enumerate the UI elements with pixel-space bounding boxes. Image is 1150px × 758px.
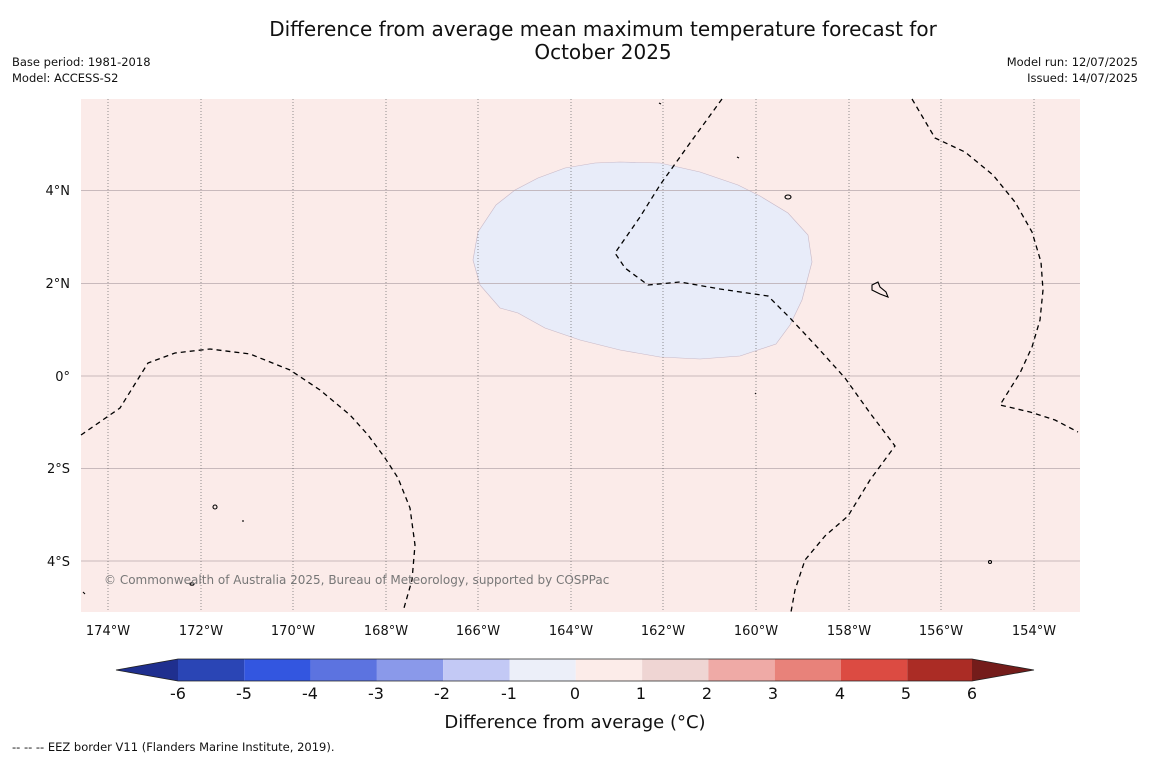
lon-label-168w: 168°W (364, 624, 408, 639)
colorbar-tick: -1 (501, 684, 517, 703)
island-2 (871, 281, 889, 298)
eez-border-east (911, 98, 1079, 433)
title-line-1: Difference from average mean maximum tem… (269, 17, 937, 41)
eez-border-west (80, 348, 416, 609)
colorbar: -6 -5 -4 -3 -2 -1 0 1 2 3 4 5 6 Differen… (115, 658, 1035, 733)
colorbar-tick: 0 (570, 684, 580, 703)
longitude-labels: 174°W 172°W 170°W 168°W 166°W 164°W 162°… (86, 624, 1056, 639)
colorbar-label: Difference from average (°C) (444, 712, 705, 733)
lon-label-164w: 164°W (549, 624, 593, 639)
island-10 (82, 591, 86, 595)
island-5 (987, 559, 993, 565)
lon-label-162w: 162°W (641, 624, 685, 639)
eez-border-central (614, 98, 896, 613)
map-title: Difference from average mean maximum tem… (0, 18, 1150, 64)
colorbar-segment (774, 659, 841, 681)
colorbar-tick: 1 (636, 684, 646, 703)
latitude-gridlines (81, 190, 1080, 562)
issued-date: Issued: 14/07/2025 (1027, 70, 1138, 85)
island-9 (754, 392, 757, 395)
island-7 (736, 156, 740, 159)
lat-label-4n: 4°N (46, 184, 71, 199)
colorbar-segment (907, 659, 972, 681)
island-3 (212, 504, 218, 510)
island-4 (189, 582, 195, 586)
eez-legend-note: -- -- -- EEZ border V11 (Flanders Marine… (12, 740, 335, 754)
lon-label-170w: 170°W (271, 624, 315, 639)
colorbar-segment (575, 659, 643, 681)
colorbar-max-arrow (972, 659, 1034, 681)
lon-label-174w: 174°W (86, 624, 130, 639)
lon-label-156w: 156°W (919, 624, 963, 639)
latitude-labels: 4°N 2°N 0° 2°S 4°S (46, 184, 71, 570)
lon-label-160w: 160°W (734, 624, 778, 639)
colorbar-tick: 5 (901, 684, 911, 703)
colorbar-outline (115, 658, 1035, 682)
colorbar-segment (376, 659, 444, 681)
colorbar-segment (509, 659, 576, 681)
colorbar-tick: -5 (236, 684, 252, 703)
map-panel: © Commonwealth of Australia 2025, Bureau… (80, 98, 1080, 613)
lat-label-2n: 2°N (46, 277, 71, 292)
colorbar-segment (443, 659, 510, 681)
colorbar-tick: 4 (835, 684, 845, 703)
base-period: Base period: 1981-2018 (12, 55, 151, 69)
meta-left: Base period: 1981-2018 Model: ACCESS-S2 (12, 55, 151, 86)
lat-label-2s: 2°S (47, 462, 70, 477)
eez-borders (80, 98, 1079, 613)
lat-label-0: 0° (55, 370, 70, 385)
model-run: Model run: 12/07/2025 (1006, 55, 1138, 69)
colorbar-tick: 3 (768, 684, 778, 703)
colorbar-tick: 2 (702, 684, 712, 703)
colorbar-segment (244, 659, 311, 681)
islands (82, 102, 993, 595)
colorbar-segment (708, 659, 775, 681)
colorbar-tick: -2 (434, 684, 450, 703)
colorbar-tick: 6 (967, 684, 977, 703)
lon-label-158w: 158°W (827, 624, 871, 639)
colorbar-min-arrow (116, 659, 178, 681)
colorbar-segment (310, 659, 377, 681)
model-name: Model: ACCESS-S2 (12, 70, 119, 85)
title-line-2: October 2025 (534, 40, 672, 64)
lon-label-166w: 166°W (456, 624, 500, 639)
colorbar-ticks: -6 -5 -4 -3 -2 -1 0 1 2 3 4 5 6 (170, 684, 977, 703)
lat-label-4s: 4°S (47, 555, 70, 570)
lon-label-172w: 172°W (179, 624, 223, 639)
colorbar-tick: -6 (170, 684, 186, 703)
island-1 (784, 194, 792, 200)
anomaly-patch (472, 161, 813, 360)
colorbar-segment (841, 659, 908, 681)
colorbar-segment (178, 659, 245, 681)
colorbar-tick: -3 (368, 684, 384, 703)
colorbar-tick: -4 (302, 684, 318, 703)
meta-right: Model run: 12/07/2025 Issued: 14/07/2025 (1007, 55, 1138, 86)
lon-label-154w: 154°W (1012, 624, 1056, 639)
colorbar-segment (642, 659, 709, 681)
copyright-text: © Commonwealth of Australia 2025, Bureau… (104, 573, 609, 587)
island-6 (658, 102, 662, 105)
